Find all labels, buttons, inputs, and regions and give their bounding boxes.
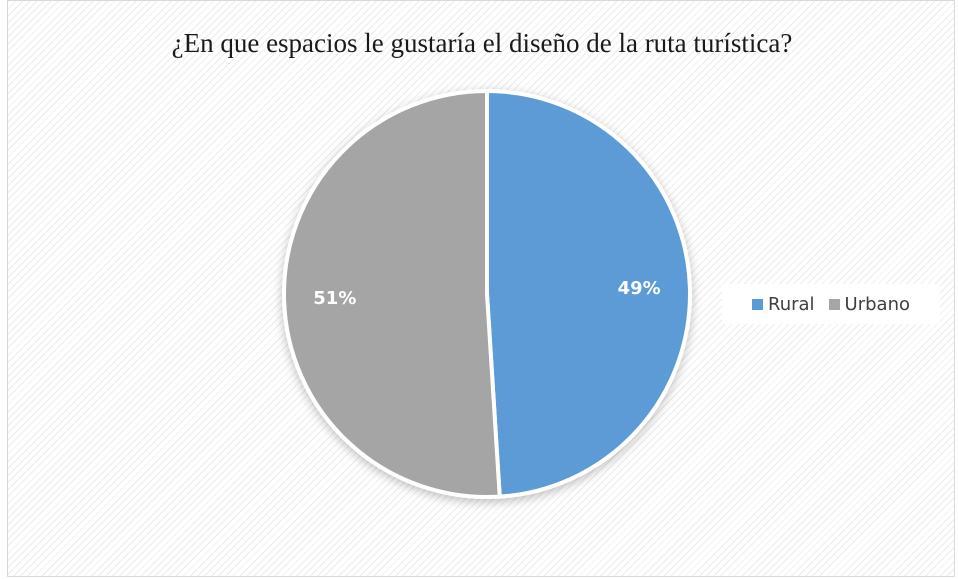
pie-slice-urbano: [281, 88, 502, 499]
pie-chart: 49% 51%: [281, 88, 692, 499]
pie-slice-rural: [485, 88, 692, 499]
legend: Rural Urbano: [722, 284, 940, 324]
chart-area: ¿En que espacios le gustaría el diseño d…: [7, 0, 955, 577]
data-label-rural: 49%: [618, 278, 661, 299]
data-label-urbano: 51%: [313, 288, 356, 309]
legend-label-urbano: Urbano: [844, 293, 910, 315]
chart-title: ¿En que espacios le gustaría el diseño d…: [171, 28, 793, 58]
legend-swatch-urbano: [828, 298, 840, 310]
legend-swatch-rural: [752, 298, 763, 310]
legend-label-rural: Rural: [768, 293, 815, 315]
legend-item-rural: Rural: [752, 294, 815, 315]
legend-item-urbano: Urbano: [828, 293, 910, 315]
